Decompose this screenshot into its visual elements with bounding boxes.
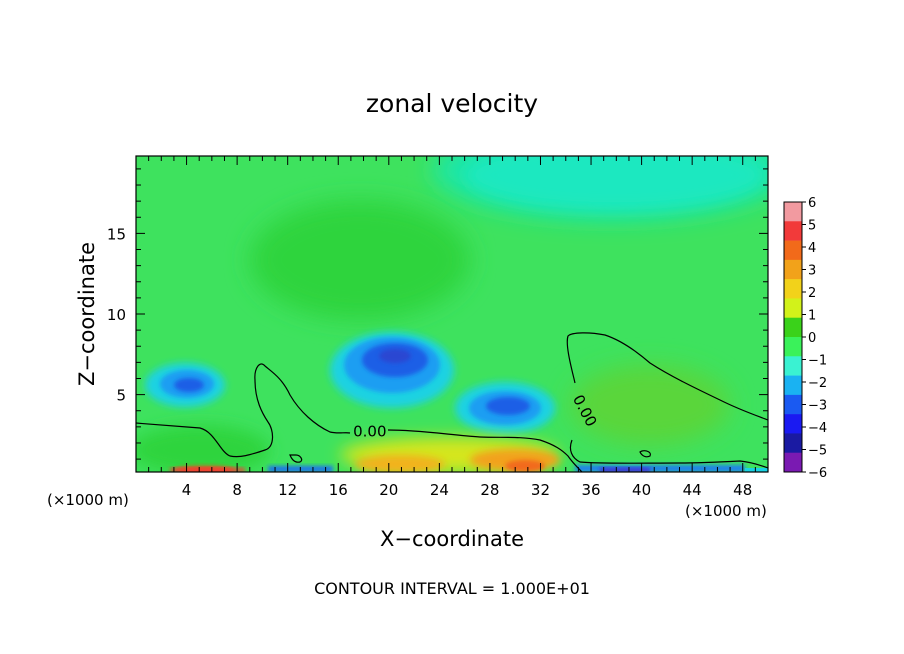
bottom-cyan-strip bbox=[745, 468, 768, 472]
colorbar-swatch bbox=[784, 394, 802, 415]
x-tick-label: 40 bbox=[632, 481, 651, 499]
y-tick-label: 5 bbox=[116, 387, 126, 405]
x-tick-label: 48 bbox=[733, 481, 752, 499]
x-tick-label: 12 bbox=[278, 481, 297, 499]
colorbar-label: −3 bbox=[808, 399, 827, 414]
lower-left-region bbox=[136, 425, 270, 472]
colorbar-label: 2 bbox=[808, 286, 816, 301]
upper-middle-region bbox=[250, 200, 470, 320]
x-axis-unit-right: (×1000 m) bbox=[685, 502, 767, 520]
x-tick-label: 28 bbox=[480, 481, 499, 499]
colorbar-label: 5 bbox=[808, 219, 816, 234]
x-axis-label: X−coordinate bbox=[380, 527, 524, 551]
contour-label-1: 0.00 bbox=[353, 423, 386, 441]
lower-orange-left bbox=[355, 455, 445, 472]
contour-interval-note: CONTOUR INTERVAL = 1.000E+01 bbox=[314, 579, 590, 598]
center-blob-inner bbox=[379, 349, 411, 363]
right-blob-core bbox=[486, 397, 530, 415]
colorbar-label: −2 bbox=[808, 376, 827, 391]
right-mid-region bbox=[570, 365, 730, 445]
y-axis-label: Z−coordinate bbox=[75, 242, 99, 386]
x-tick-label: 32 bbox=[531, 481, 550, 499]
colorbar-swatch bbox=[784, 202, 802, 222]
colorbar-label: −6 bbox=[808, 466, 827, 481]
bottom-red-strip bbox=[170, 468, 245, 472]
colorbar-label: 3 bbox=[808, 264, 816, 279]
x-tick-label: 16 bbox=[329, 481, 348, 499]
zero-contour-small-right bbox=[639, 450, 651, 458]
upper-right-core bbox=[465, 156, 765, 210]
zero-contour-small bbox=[289, 454, 303, 463]
zero-contour-right bbox=[566, 332, 768, 421]
colorbar-label: −1 bbox=[808, 354, 827, 369]
colorbar: 6 5 4 3 2 1 0 −1 −2 −3 −4 −5 −6 bbox=[783, 196, 827, 481]
colorbar-label: −4 bbox=[808, 421, 827, 436]
colorbar-swatch bbox=[784, 356, 802, 376]
colorbar-swatch bbox=[784, 279, 802, 299]
colorbar-swatch bbox=[784, 240, 802, 261]
x-tick-label: 24 bbox=[430, 481, 449, 499]
colorbar-label: −5 bbox=[808, 444, 827, 459]
colorbar-swatch bbox=[784, 414, 802, 434]
x-tick-label: 20 bbox=[379, 481, 398, 499]
colorbar-swatch bbox=[784, 452, 802, 473]
x-tick-label: 36 bbox=[581, 481, 600, 499]
x-tick-label: 4 bbox=[182, 481, 192, 499]
heatmap-field bbox=[136, 156, 768, 472]
colorbar-swatch bbox=[784, 298, 802, 319]
zero-contours bbox=[136, 332, 768, 472]
colorbar-label: 0 bbox=[808, 331, 816, 346]
y-tick-label: 10 bbox=[107, 306, 126, 324]
lower-red-right bbox=[505, 460, 545, 472]
bottom-purple-strip bbox=[600, 468, 650, 472]
x-tick-label: 8 bbox=[232, 481, 242, 499]
colorbar-label: 6 bbox=[808, 196, 816, 211]
colorbar-label: 1 bbox=[808, 309, 816, 324]
colorbar-swatch bbox=[784, 433, 802, 454]
zero-contour-left bbox=[136, 363, 351, 458]
colorbar-swatch bbox=[784, 337, 802, 357]
y-axis: 5 10 15 bbox=[107, 168, 768, 460]
colorbar-swatch bbox=[784, 317, 802, 338]
x-tick-label: 44 bbox=[683, 481, 702, 499]
colorbar-label: 4 bbox=[808, 241, 816, 256]
colorbar-swatch bbox=[784, 375, 802, 396]
left-blob-core bbox=[174, 378, 204, 392]
colorbar-swatch bbox=[784, 221, 802, 241]
x-axis-unit-left: (×1000 m) bbox=[47, 491, 129, 509]
bottom-blue-strip-right bbox=[575, 465, 745, 472]
chart-title: zonal velocity bbox=[366, 89, 538, 118]
x-axis: 4 8 12 16 20 24 28 32 36 40 44 48 bbox=[148, 156, 756, 499]
zero-contour-right-lower bbox=[569, 439, 768, 469]
y-tick-label: 15 bbox=[107, 225, 126, 243]
zero-contour-mid bbox=[387, 429, 583, 472]
colorbar-swatch bbox=[784, 259, 802, 280]
